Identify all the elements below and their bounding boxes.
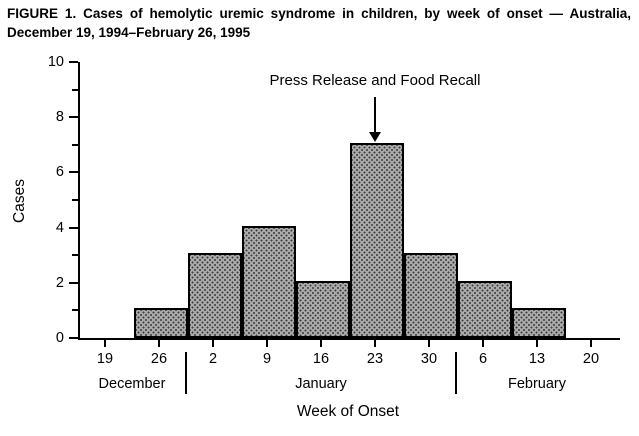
y-minor-tick-1 <box>72 309 78 312</box>
plot-area <box>78 62 620 340</box>
bar-week-23 <box>350 142 404 338</box>
y-tick-6 <box>69 171 78 174</box>
y-tick-label-0: 0 <box>55 330 64 346</box>
x-tick-label-16: 16 <box>312 351 330 367</box>
x-tick-label-26: 26 <box>150 351 168 367</box>
y-minor-tick-5 <box>72 199 78 201</box>
x-tick-20 <box>590 340 592 347</box>
x-tick-label-19: 19 <box>96 351 114 367</box>
x-tick-16 <box>320 340 322 347</box>
x-tick-23 <box>374 340 376 347</box>
x-tick-label-30: 30 <box>420 351 438 367</box>
annotation-text: Press Release and Food Recall <box>269 72 481 89</box>
y-tick-4 <box>69 226 78 229</box>
x-tick-9 <box>266 340 268 347</box>
figure-title: FIGURE 1. Cases of hemolytic uremic synd… <box>7 6 631 40</box>
y-tick-10 <box>69 61 78 63</box>
month-label-december: December <box>98 376 166 392</box>
y-tick-label-2: 2 <box>55 274 64 291</box>
x-tick-label-2: 2 <box>208 351 218 367</box>
x-tick-26 <box>158 340 160 347</box>
x-tick-2 <box>212 340 214 347</box>
y-tick-0 <box>69 337 78 339</box>
x-tick-label-9: 9 <box>262 351 272 367</box>
y-axis-label: Cases <box>11 179 28 223</box>
bar-week-9 <box>242 225 296 338</box>
y-tick-2 <box>69 281 78 284</box>
bar-week-6 <box>458 280 512 338</box>
x-tick-6 <box>482 340 484 347</box>
bar-week-16 <box>296 280 350 338</box>
x-tick-19 <box>104 340 106 347</box>
bar-week-26 <box>134 308 188 338</box>
month-label-february: February <box>507 376 567 392</box>
y-minor-tick-3 <box>72 254 78 257</box>
y-minor-tick-9 <box>72 88 78 91</box>
bar-week-30 <box>404 253 458 338</box>
month-separator-1 <box>185 352 187 394</box>
month-separator-2 <box>455 352 457 394</box>
annotation-arrow-head <box>369 131 381 142</box>
y-tick-label-6: 6 <box>55 164 64 181</box>
x-tick-label-20: 20 <box>582 351 600 367</box>
y-tick-8 <box>69 116 78 119</box>
x-tick-label-23: 23 <box>366 351 384 367</box>
x-tick-30 <box>428 340 430 347</box>
annotation-arrow-line <box>374 97 376 133</box>
x-axis-label: Week of Onset <box>296 403 400 420</box>
y-tick-label-8: 8 <box>55 109 64 126</box>
bar-week-13 <box>512 308 566 338</box>
y-tick-label-4: 4 <box>55 219 64 236</box>
x-tick-label-6: 6 <box>478 351 488 367</box>
x-tick-label-13: 13 <box>528 351 546 367</box>
y-minor-tick-7 <box>72 143 78 146</box>
bar-week-2 <box>188 253 242 338</box>
x-tick-13 <box>536 340 538 347</box>
y-tick-label-10: 10 <box>47 54 64 70</box>
month-label-january: January <box>295 376 347 392</box>
